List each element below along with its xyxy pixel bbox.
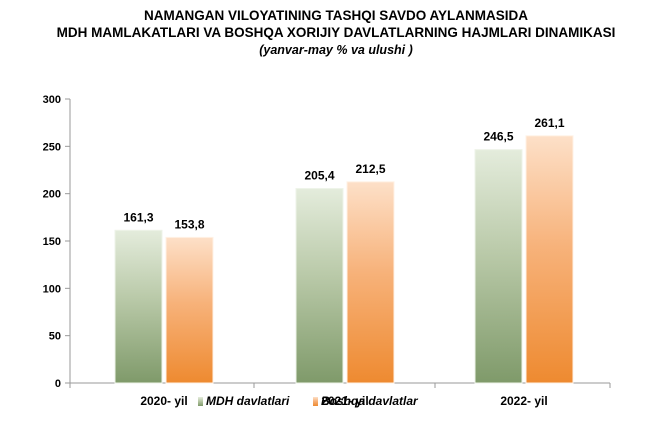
bar-boshqa [165, 236, 214, 384]
x-category-label: 2020- yil [140, 394, 187, 408]
y-tick-label: 200 [43, 189, 61, 201]
y-tick-label: 50 [49, 331, 61, 343]
legend-swatch-boshqa [313, 397, 318, 406]
data-label: 205,4 [304, 169, 334, 183]
chart-subtitle: (yanvar-may % va ulushi ) [259, 43, 413, 57]
bar-mdh [295, 188, 344, 384]
x-category-label: 2021- yil [321, 394, 368, 408]
data-label: 212,5 [355, 162, 385, 176]
data-label: 246,5 [483, 130, 513, 144]
y-tick-label: 300 [43, 94, 61, 106]
x-category-label: 2022- yil [500, 394, 547, 408]
bar-mdh [474, 149, 523, 384]
data-label: 261,1 [534, 116, 564, 130]
y-tick-label: 0 [55, 378, 61, 390]
y-tick-label: 150 [43, 236, 61, 248]
y-tick-label: 100 [43, 283, 61, 295]
chart-title: NAMANGAN VILOYATINING TASHQI SAVDO AYLAN… [143, 8, 529, 23]
legend-label-mdh: MDH davlatlari [206, 394, 290, 408]
bar-boshqa [525, 135, 574, 384]
bar-boshqa [346, 181, 395, 384]
chart-title-line2: MDH MAMLAKATLARI VA BOSHQA XORIJIY DAVLA… [56, 25, 616, 40]
y-tick-label: 250 [43, 141, 61, 153]
legend-swatch-mdh [198, 397, 203, 406]
legend-label-boshqa: Boshqa davlatlar [321, 394, 419, 408]
bar-mdh [114, 229, 163, 384]
data-label: 161,3 [123, 210, 153, 224]
data-label: 153,8 [174, 217, 204, 231]
